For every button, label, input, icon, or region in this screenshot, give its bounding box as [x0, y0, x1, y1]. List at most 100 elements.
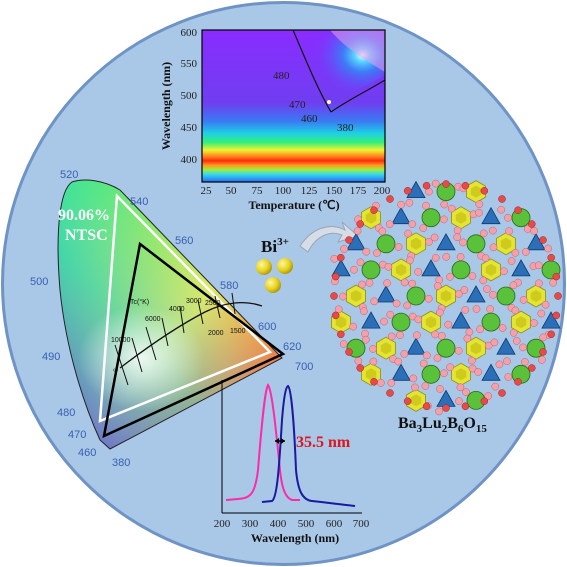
oxygen-atom	[500, 267, 508, 276]
polyhedron	[541, 311, 561, 329]
boundary-atom	[539, 348, 547, 356]
infinity-label: ∞	[113, 367, 118, 374]
oxygen-atom	[444, 320, 453, 329]
polyhedron	[361, 260, 381, 280]
oxygen-atom	[435, 407, 443, 416]
planckian-locus	[119, 301, 263, 369]
oxygen-atom	[495, 360, 504, 369]
oxygen-atom	[414, 315, 423, 324]
oxygen-atom	[509, 328, 518, 337]
oxygen-atom	[373, 249, 381, 257]
oxygen-atom	[475, 200, 484, 209]
cct-tick: 10000	[111, 337, 131, 344]
oxygen-atom	[530, 227, 538, 235]
oxygen-atom	[481, 254, 490, 262]
x-tick: 75	[252, 185, 264, 197]
oxygen-atom	[350, 265, 358, 274]
polyhedron-face	[485, 263, 497, 276]
polyhedron	[391, 312, 411, 332]
cct-tick: 2000	[208, 330, 224, 337]
wavelength-tick: 560	[175, 235, 193, 247]
oxygen-atom	[430, 233, 439, 242]
oxygen-atom	[442, 252, 451, 261]
oxygen-atom	[511, 306, 520, 315]
oxygen-atom	[549, 278, 558, 287]
emission-spectra: 35.5 nm 200 300 400 500 600 700 Waveleng…	[214, 380, 370, 545]
oxygen-atom	[453, 233, 462, 242]
boundary-atom	[480, 187, 489, 195]
polyhedron	[421, 259, 441, 277]
polyhedron-face	[410, 237, 422, 250]
oxygen-atom	[394, 357, 403, 366]
oxygen-atom	[380, 317, 388, 326]
oxygen-atom	[400, 278, 409, 287]
oxygen-atom	[476, 325, 484, 334]
oxygen-atom	[383, 279, 391, 287]
oxygen-atom	[408, 220, 417, 228]
polyhedron-face	[470, 185, 482, 198]
oxygen-atom	[490, 338, 499, 347]
contour-line	[292, 29, 332, 113]
x-tick: 300	[242, 518, 259, 530]
y-tick: 600	[181, 27, 198, 39]
dopant-label: Bi3+	[261, 236, 289, 256]
oxygen-atom	[489, 290, 497, 299]
oxygen-atom	[386, 310, 395, 319]
cct-tick: 2500	[205, 300, 221, 307]
oxygen-atom	[462, 388, 470, 396]
crystal-formula: Ba3Lu2B6O15	[398, 415, 487, 435]
oxygen-atom	[405, 198, 414, 207]
oxygen-atom	[498, 324, 507, 332]
oxygen-atom	[544, 244, 552, 253]
y-tick: 500	[181, 90, 198, 102]
polyhedron-face	[365, 368, 377, 381]
dopant-ball	[256, 259, 272, 275]
contour-label: 470	[289, 99, 306, 111]
x-tick: 200	[214, 518, 231, 530]
oxygen-atom	[436, 385, 444, 393]
oxygen-atom	[396, 331, 404, 339]
boundary-atom	[498, 195, 506, 203]
oxygen-atom	[349, 322, 358, 331]
oxygen-atom	[468, 272, 477, 280]
polyhedron	[481, 312, 501, 332]
x-tick: 50	[226, 185, 238, 197]
oxygen-atom	[431, 330, 439, 339]
oxygen-atom	[340, 245, 348, 253]
oxygen-atom	[392, 299, 401, 308]
polyhedron-face	[530, 290, 542, 302]
oxygen-atom	[400, 350, 409, 358]
dopant-group: Bi3+	[256, 221, 360, 293]
y-axis-title: Wavelength (nm)	[159, 62, 173, 150]
y-tick: 400	[181, 154, 198, 166]
polyhedron	[421, 208, 441, 228]
boundary-atom	[386, 389, 394, 397]
wavelength-tick: 460	[78, 447, 96, 459]
x-tick: 700	[353, 518, 370, 530]
shift-label: 35.5 nm	[296, 434, 351, 451]
polyhedron-face	[500, 237, 512, 250]
boundary-atom	[547, 330, 555, 339]
x-axis-title: Temperature (℃)	[248, 198, 339, 212]
y-tick-labels: 600 550 500 450 400	[181, 27, 198, 166]
oxygen-atom	[461, 305, 470, 314]
polyhedron-face	[365, 211, 377, 224]
x-tick: 25	[201, 185, 213, 197]
oxygen-atom	[484, 392, 493, 400]
oxygen-atom	[409, 374, 418, 383]
boundary-atom	[528, 364, 536, 372]
oxygen-atom	[497, 205, 506, 214]
dopant-ball	[277, 258, 293, 274]
polyhedron	[451, 311, 471, 329]
boundary-atom	[539, 236, 547, 244]
boundary-atom	[345, 348, 353, 356]
x-tick: 125	[301, 185, 318, 197]
polyhedron-face	[515, 316, 527, 329]
oxygen-atom	[431, 179, 440, 188]
oxygen-atom	[419, 359, 428, 368]
polyhedron-face	[395, 263, 407, 276]
boundary-atom	[552, 311, 561, 320]
boundary-atom	[422, 402, 431, 411]
oxygen-atom	[467, 356, 476, 365]
planckian-label: Tc(°K)	[130, 298, 149, 306]
